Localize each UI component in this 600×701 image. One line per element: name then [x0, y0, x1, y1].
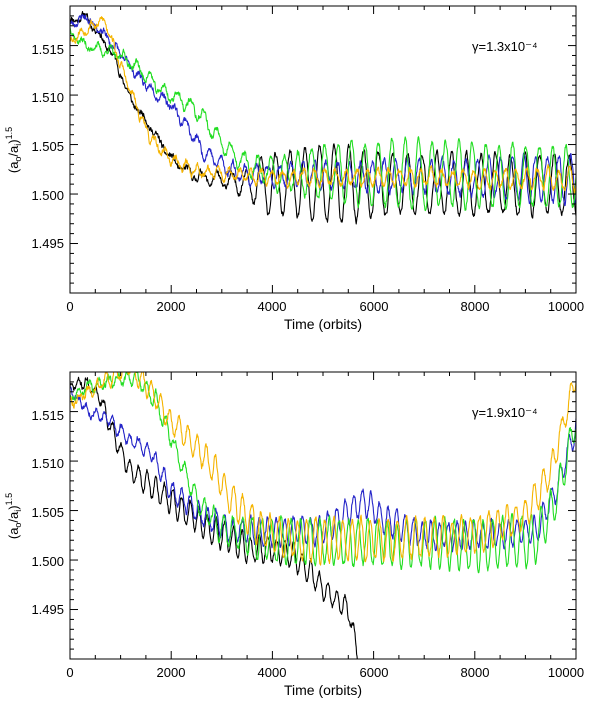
- y-tick-label: 1.500: [31, 188, 64, 203]
- x-tick-label: 0: [66, 299, 73, 314]
- series-line-black: [70, 376, 358, 659]
- x-tick-label: 0: [66, 665, 73, 680]
- series-group: [70, 372, 576, 659]
- gamma-annotation: γ=1.9x10⁻⁴: [472, 405, 538, 420]
- x-tick-label: 10000: [548, 665, 584, 680]
- y-tick-label: 1.495: [31, 236, 64, 251]
- y-tick-labels: 1.495 1.500 1.505 1.510 1.515: [31, 408, 64, 617]
- panel-bottom: 0 2000 4000 6000 8000 10000 1.495 1.500 …: [4, 371, 584, 698]
- y-tick-label: 1.510: [31, 90, 64, 105]
- y-tick-label: 1.505: [31, 139, 64, 154]
- x-tick-labels: 0 2000 4000 6000 8000 10000: [66, 665, 584, 680]
- y-axis-label: (ao/ai)1.5: [4, 493, 23, 539]
- x-tick-label: 4000: [258, 299, 287, 314]
- x-axis-label: Time (orbits): [284, 316, 362, 332]
- y-tick-labels: 1.495 1.500 1.505 1.510 1.515: [31, 42, 64, 251]
- x-tick-label: 4000: [258, 665, 287, 680]
- x-tick-label: 10000: [548, 299, 584, 314]
- y-axis-label: (ao/ai)1.5: [4, 127, 23, 173]
- x-tick-labels: 0 2000 4000 6000 8000 10000: [66, 299, 584, 314]
- x-tick-label: 2000: [157, 665, 186, 680]
- series-line-blue: [70, 385, 576, 553]
- tick-marks: [69, 5, 577, 293]
- y-tick-label: 1.495: [31, 602, 64, 617]
- y-tick-label: 1.510: [31, 456, 64, 471]
- series-line-yellow: [70, 16, 576, 194]
- y-tick-label: 1.515: [31, 42, 64, 57]
- series-line-yellow: [70, 372, 576, 566]
- y-tick-label: 1.500: [31, 554, 64, 569]
- y-tick-label: 1.505: [31, 505, 64, 520]
- tick-marks: [69, 371, 577, 659]
- series-line-green: [70, 26, 576, 212]
- panel-top: 0 2000 4000 6000 8000 10000 1.495 1.500 …: [4, 5, 584, 332]
- x-tick-label: 2000: [157, 299, 186, 314]
- series-line-blue: [70, 14, 576, 207]
- gamma-annotation: γ=1.3x10⁻⁴: [472, 39, 538, 54]
- x-tick-label: 6000: [360, 299, 389, 314]
- y-tick-label: 1.515: [31, 408, 64, 423]
- x-tick-label: 8000: [461, 299, 490, 314]
- x-axis-label: Time (orbits): [284, 682, 362, 698]
- series-group: [70, 10, 576, 225]
- x-tick-label: 6000: [360, 665, 389, 680]
- x-tick-label: 8000: [461, 665, 490, 680]
